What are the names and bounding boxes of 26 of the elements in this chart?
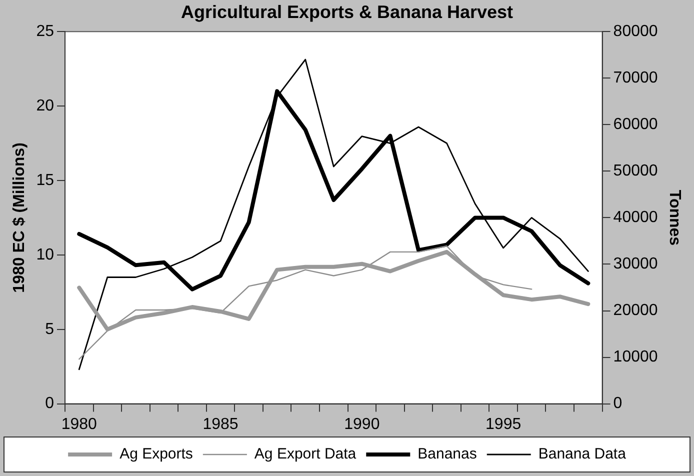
y2-tick-label: 40000 <box>613 209 658 226</box>
y-axis-title: 1980 EC $ (Millions) <box>11 142 28 293</box>
y-tick-label: 0 <box>45 395 54 412</box>
y2-tick-label: 0 <box>613 395 622 412</box>
y2-tick-label: 30000 <box>613 256 658 273</box>
y-tick-label: 20 <box>36 97 54 114</box>
y2-tick-label: 20000 <box>613 302 658 320</box>
x-tick-label: 1985 <box>202 416 238 433</box>
y2-tick-label: 10000 <box>613 348 658 366</box>
y2-axis-title: Tonnes <box>666 190 683 246</box>
x-tick-label: 1995 <box>486 416 522 433</box>
y2-tick-label: 70000 <box>613 70 658 87</box>
chart-title: Agricultural Exports & Banana Harvest <box>180 2 514 22</box>
y2-tick-label: 60000 <box>613 116 658 134</box>
x-tick-label: 1980 <box>61 416 98 433</box>
legend-label: Banana Data <box>538 446 627 463</box>
y-tick-label: 5 <box>45 320 54 338</box>
y-tick-label: 25 <box>36 23 54 40</box>
y2-tick-label: 80000 <box>613 23 658 40</box>
y-tick-label: 15 <box>36 172 54 189</box>
y2-tick-label: 50000 <box>613 162 658 180</box>
legend-label: Ag Exports <box>120 446 193 463</box>
y-tick-label: 10 <box>36 246 54 264</box>
legend-label: Ag Export Data <box>254 446 357 463</box>
x-tick-label: 1990 <box>344 416 380 433</box>
legend-label: Bananas <box>418 446 477 463</box>
